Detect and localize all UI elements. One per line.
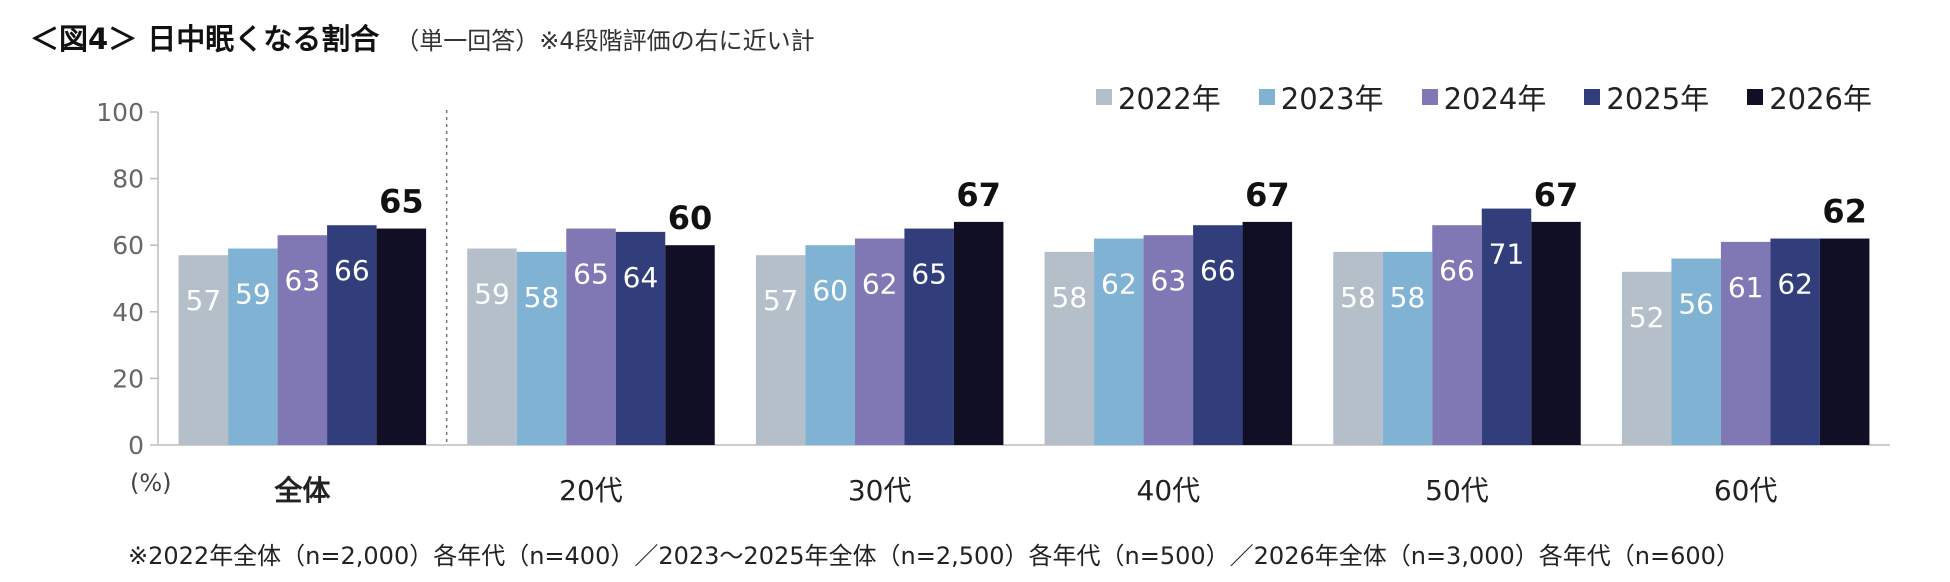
footnote: ※2022年全体（n=2,000）各年代（n=400）／2023～2025年全体… — [128, 542, 1740, 570]
bar-value-label: 66 — [1200, 254, 1236, 287]
bar-value-label: 62 — [1822, 193, 1867, 231]
y-tick-label: 20 — [112, 364, 144, 393]
bar — [665, 245, 715, 445]
bar — [953, 221, 1004, 445]
legend-swatch — [1421, 89, 1438, 105]
legend: 2022年 2023年 2024年 2025年 2026年 — [1095, 76, 1872, 118]
legend-label: 2025年 — [1606, 82, 1710, 116]
category-label: 30代 — [848, 474, 912, 507]
y-tick-label: 0 — [128, 431, 144, 460]
bar — [228, 248, 278, 445]
bar — [516, 251, 567, 445]
bar — [1531, 221, 1581, 445]
bar — [467, 248, 517, 445]
bar — [1193, 225, 1243, 445]
bar — [1094, 238, 1144, 445]
chart-subtitle: （単一回答）※4段階評価の右に近い計 — [395, 27, 815, 55]
bar-value-label: 58 — [1052, 281, 1088, 314]
legend-swatch — [1258, 89, 1275, 105]
bar — [1720, 241, 1771, 445]
bar-value-label: 64 — [623, 261, 659, 294]
bar-value-label: 61 — [1728, 271, 1764, 304]
bar-value-label: 65 — [573, 258, 609, 291]
bar — [1481, 208, 1532, 445]
y-axis-unit: (%) — [130, 469, 172, 497]
y-tick-label: 100 — [96, 98, 144, 127]
bar-value-label: 63 — [285, 264, 321, 297]
legend-label: 2022年 — [1117, 82, 1221, 116]
bar — [1242, 221, 1293, 445]
bar-value-label: 57 — [186, 284, 222, 317]
bar — [1382, 251, 1433, 445]
bar-value-label: 63 — [1151, 264, 1187, 297]
bar-value-label: 67 — [956, 176, 1001, 214]
bar-value-label: 71 — [1489, 238, 1525, 271]
bar-value-label: 59 — [235, 278, 271, 311]
bar-value-label: 67 — [1245, 176, 1290, 214]
legend-item-3: 2025年 — [1584, 76, 1709, 118]
y-tick-label: 40 — [112, 298, 144, 327]
category-label: 60代 — [1714, 474, 1778, 507]
legend-label: 2024年 — [1443, 82, 1547, 116]
bar-value-label: 66 — [1439, 254, 1475, 287]
legend-item-4: 2026年 — [1747, 76, 1872, 118]
bar-value-label: 58 — [1390, 281, 1426, 314]
chart-title: ＜図4＞ 日中眠くなる割合 — [30, 22, 380, 56]
y-tick-label: 60 — [112, 231, 144, 260]
legend-item-0: 2022年 — [1095, 76, 1221, 118]
bar-value-label: 59 — [474, 278, 510, 311]
bar — [277, 235, 328, 445]
category-label: 50代 — [1425, 474, 1489, 507]
bar-value-label: 62 — [862, 268, 898, 301]
bar-value-label: 58 — [1340, 281, 1376, 314]
legend-swatch — [1584, 89, 1601, 105]
category-label: 20代 — [559, 474, 623, 507]
bar — [854, 238, 905, 445]
legend-label: 2023年 — [1280, 82, 1384, 116]
bar — [755, 255, 806, 445]
bar-value-label: 58 — [524, 281, 560, 314]
bar — [327, 225, 377, 445]
legend-label: 2026年 — [1769, 82, 1872, 116]
legend-item-2: 2024年 — [1421, 76, 1547, 118]
bar-value-label: 65 — [911, 258, 947, 291]
bar-value-label: 62 — [1101, 268, 1137, 301]
bar — [376, 228, 427, 445]
bar-value-label: 65 — [379, 183, 424, 221]
bar — [1143, 235, 1194, 445]
bar-value-label: 66 — [334, 254, 370, 287]
bar — [1770, 238, 1820, 445]
bar-value-label: 56 — [1678, 288, 1714, 321]
bar — [1432, 225, 1482, 445]
bar — [904, 228, 954, 445]
legend-swatch — [1095, 89, 1112, 105]
bar — [615, 231, 666, 445]
bar-value-label: 62 — [1777, 268, 1813, 301]
bar — [1671, 258, 1721, 445]
bar-value-label: 52 — [1629, 301, 1665, 334]
bar-value-label: 60 — [668, 199, 713, 237]
bar — [1044, 251, 1095, 445]
bar-value-label: 57 — [763, 284, 799, 317]
bar-value-label: 67 — [1534, 176, 1579, 214]
bar — [1819, 238, 1870, 445]
legend-item-1: 2023年 — [1258, 76, 1384, 118]
bar — [178, 255, 229, 445]
chart-title-row: ＜図4＞ 日中眠くなる割合 （単一回答）※4段階評価の右に近い計 — [30, 16, 815, 58]
bar — [805, 245, 855, 445]
bar — [566, 228, 616, 445]
legend-swatch — [1747, 89, 1764, 105]
bar-value-label: 60 — [812, 274, 848, 307]
category-label: 40代 — [1137, 474, 1201, 507]
category-label: 全体 — [273, 474, 331, 507]
bar — [1333, 251, 1383, 445]
y-tick-label: 80 — [112, 165, 144, 194]
bar — [1621, 271, 1672, 445]
